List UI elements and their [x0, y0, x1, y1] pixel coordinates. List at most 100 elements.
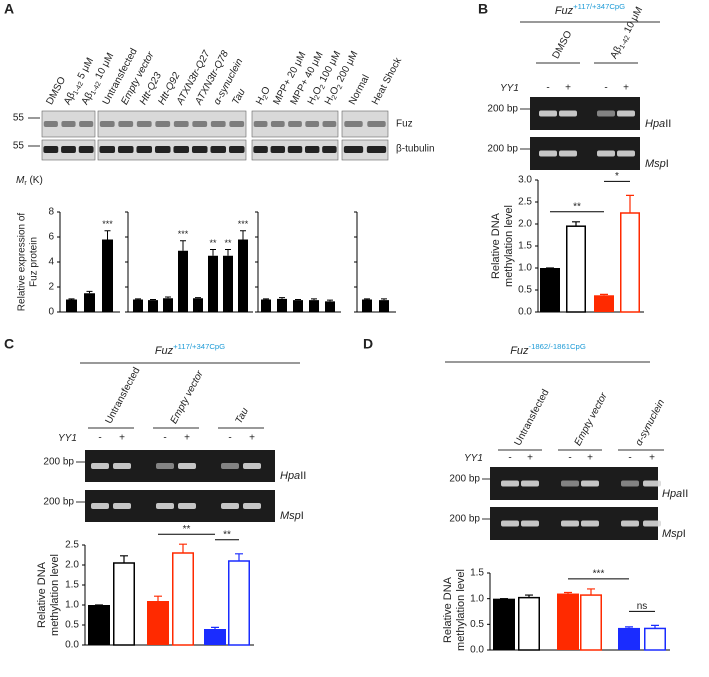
gel-band [621, 520, 639, 527]
blot-band [287, 146, 303, 153]
text-segment: Fuz [510, 345, 529, 357]
gel-marker: 200 bp [43, 457, 74, 468]
gel-band [113, 503, 131, 509]
error-bar [135, 298, 141, 300]
yy1-label: YY1 [500, 83, 519, 94]
blot-band [253, 146, 268, 153]
blot-band [305, 121, 320, 127]
error-bar [600, 293, 608, 296]
gel-row-label: HpaII [280, 470, 306, 482]
y-tick-label: 6 [48, 232, 54, 243]
y-tick-label: 0.5 [65, 620, 79, 631]
blot-band [118, 121, 134, 127]
y-tick-label: 8 [48, 207, 54, 218]
text-segment: Heat Shock [370, 55, 404, 107]
bar [557, 593, 579, 650]
text-segment: Hpa [662, 488, 682, 500]
text-segment: H [305, 95, 318, 107]
text-segment: Hpa [280, 470, 300, 482]
panel-title: Fuz+117/+347CpG [555, 2, 625, 17]
y-tick-label: 2.0 [65, 560, 79, 571]
y-tick-label: 0.5 [518, 285, 532, 296]
gel-band [643, 520, 661, 527]
gel-band [597, 110, 615, 117]
bar [309, 300, 319, 312]
error-bar [263, 298, 269, 300]
condition-label: Untransfected [512, 388, 551, 448]
blot-band [304, 146, 320, 153]
yy1-label: YY1 [464, 453, 483, 464]
significance: ** [223, 529, 231, 540]
blot-band [322, 121, 337, 127]
lane-label: H2O [254, 85, 274, 108]
significance: ** [573, 201, 581, 212]
blot-band [173, 121, 189, 127]
gel-band [521, 480, 539, 487]
bar [644, 627, 666, 651]
significance: ** [209, 238, 217, 248]
text-segment: O [259, 85, 272, 97]
y-tick-label: 1.0 [518, 263, 532, 274]
y-tick-label: 1.0 [470, 593, 484, 604]
gel-marker: 200 bp [487, 104, 518, 115]
error-bar [625, 626, 633, 628]
text-segment: Msp [662, 528, 683, 540]
blot-band [43, 146, 59, 153]
bar [66, 299, 77, 312]
yy1-state: - [546, 83, 549, 94]
blot-band [270, 121, 285, 127]
gel-row-label: MspI [645, 158, 669, 170]
text-segment: YY1 [500, 83, 519, 94]
text-segment: 2 [331, 94, 339, 101]
error-bar [104, 230, 111, 240]
y-tick-label: 1.5 [470, 568, 484, 579]
yy1-state: + [649, 453, 655, 464]
yy1-state: + [565, 83, 571, 94]
yy1-state: - [163, 433, 166, 444]
bar [172, 552, 194, 646]
text-segment: Fuz [155, 345, 174, 357]
significance: *** [178, 229, 189, 239]
gel-band [178, 463, 196, 469]
condition-label: Empty vector [168, 368, 205, 425]
gel-marker: 200 bp [449, 474, 480, 485]
gel-band [539, 110, 557, 117]
text-segment: II [665, 118, 671, 130]
text-segment: Aβ [79, 90, 95, 106]
text-segment: r [24, 180, 27, 187]
condition-label: Empty vector [572, 390, 609, 447]
error-bar [235, 553, 243, 561]
blot-band [117, 146, 134, 153]
yy1-state: + [119, 433, 125, 444]
blot-band [78, 146, 94, 153]
gel-band [581, 480, 599, 487]
error-bar [211, 626, 219, 629]
gel-band [91, 463, 109, 469]
y-axis-label: methylation level [503, 205, 515, 287]
gel-band [156, 463, 174, 469]
text-segment: I [301, 510, 304, 522]
blot-row-label: Fuz [396, 119, 413, 130]
error-bar [210, 249, 216, 256]
gel-band [643, 480, 661, 487]
text-segment: II [682, 488, 688, 500]
text-segment: Aβ [608, 44, 624, 60]
y-tick-label: 0 [48, 307, 54, 318]
lane-label: Heat Shock [370, 55, 404, 107]
blot-band [99, 121, 115, 127]
bar [228, 560, 250, 646]
blot-band [366, 146, 387, 153]
text-segment: (K) [27, 175, 43, 186]
text-segment: +117/+347CpG [173, 342, 225, 351]
text-segment: H [254, 95, 267, 107]
gel-row-label: MspI [280, 510, 304, 522]
condition-label: Untransfected [103, 366, 142, 426]
y-tick-label: 1.0 [65, 600, 79, 611]
gel-band [559, 150, 577, 157]
bar [580, 594, 602, 651]
error-bar [279, 297, 285, 299]
text-segment: 2 [319, 84, 327, 91]
text-segment: 2 [337, 84, 345, 91]
y-axis-label: Relative DNA [36, 561, 48, 628]
text-segment: -1862/-1861CpG [529, 342, 586, 351]
